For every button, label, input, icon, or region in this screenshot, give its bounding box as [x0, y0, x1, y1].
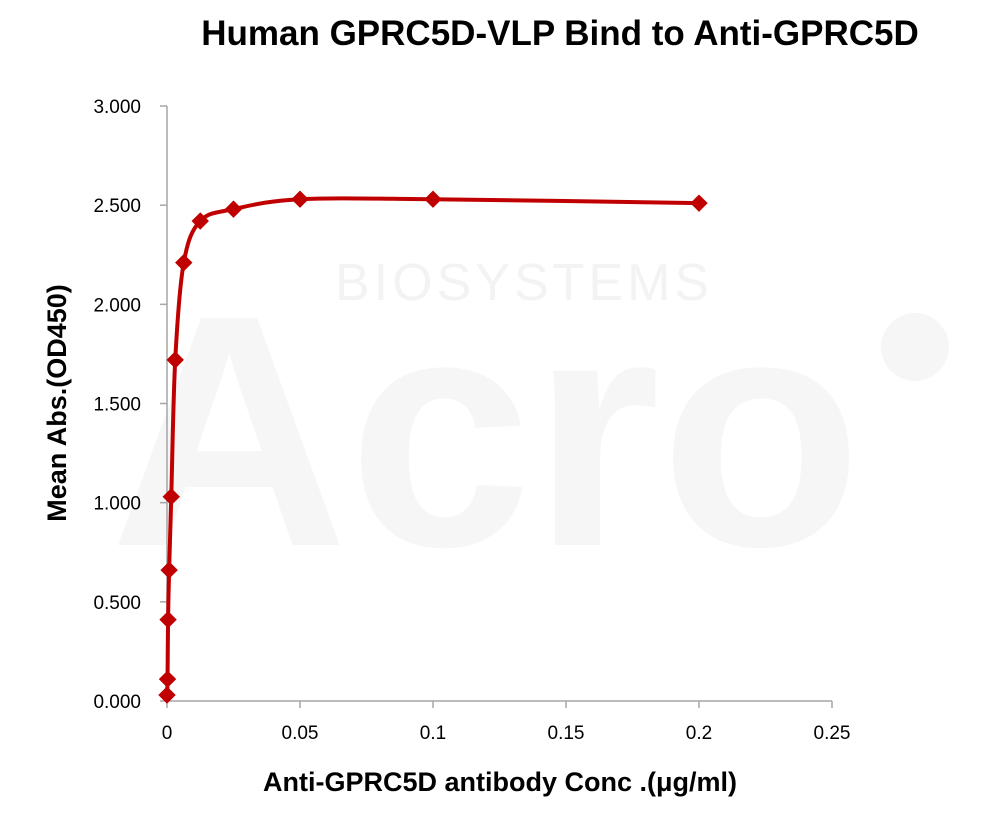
x-tick-label: 0.2	[686, 723, 712, 744]
data-point-marker	[191, 212, 209, 230]
data-point-marker	[424, 190, 442, 208]
y-tick-label: 0.500	[93, 593, 141, 614]
data-point-marker	[160, 561, 178, 579]
watermark-logo: Acro	[110, 246, 862, 615]
x-tick-label: 0.1	[420, 723, 446, 744]
chart-title: Human GPRC5D-VLP Bind to Anti-GPRC5D	[201, 14, 919, 53]
watermark: Acro BIOSYSTEMS	[110, 246, 949, 615]
y-tick-label: 2.500	[93, 196, 141, 217]
y-tick-label: 3.000	[93, 97, 141, 118]
series-layer	[158, 190, 708, 704]
data-point-marker	[166, 351, 184, 369]
y-tick-label: 1.000	[93, 494, 141, 515]
data-point-marker	[159, 610, 177, 629]
x-tick-label: 0.15	[548, 723, 585, 744]
data-point-marker	[224, 200, 243, 218]
watermark-dot	[881, 313, 949, 381]
axes: 0.000 0.500 1.000 1.500 2.000 2.500 3.000 0 0.0…	[93, 97, 850, 744]
data-point-marker	[291, 190, 309, 208]
watermark-biosystems: BIOSYSTEMS	[335, 254, 713, 312]
data-point-marker	[162, 488, 180, 506]
data-point-marker	[158, 686, 176, 704]
y-tick-label: 1.500	[93, 395, 141, 416]
x-tick-label: 0.25	[814, 723, 851, 744]
x-ticks: 0 0.05 0.1 0.15 0.2 0.25	[162, 701, 851, 744]
x-tick-label: 0.05	[282, 723, 319, 744]
x-axis-title: Anti-GPRC5D antibody Conc .(μg/ml)	[263, 767, 737, 797]
y-tick-label: 2.000	[93, 295, 141, 316]
y-tick-label: 0.000	[93, 692, 141, 713]
x-tick-label: 0	[162, 723, 173, 744]
data-point-marker	[175, 253, 193, 272]
data-point-marker	[158, 670, 177, 688]
y-ticks: 0.000 0.500 1.000 1.500 2.000 2.500 3.000	[93, 97, 167, 713]
data-point-marker	[690, 194, 708, 212]
y-axis-title: Mean Abs.(OD450)	[42, 284, 72, 522]
